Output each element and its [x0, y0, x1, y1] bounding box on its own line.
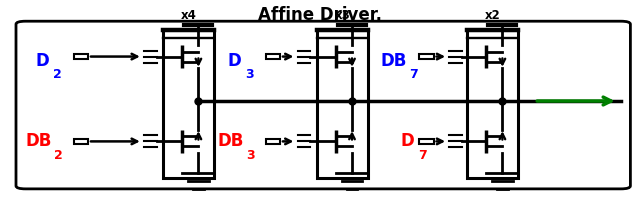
- Text: 3: 3: [246, 149, 254, 162]
- Text: Affine Driver.: Affine Driver.: [258, 6, 382, 24]
- Text: 3: 3: [245, 68, 253, 81]
- Text: DB: DB: [218, 132, 244, 150]
- Bar: [419, 139, 434, 144]
- Text: D: D: [400, 132, 413, 150]
- Bar: [419, 54, 434, 59]
- Text: D: D: [35, 52, 49, 70]
- Text: 2: 2: [54, 149, 63, 162]
- Text: 2: 2: [53, 68, 62, 81]
- Bar: [467, 30, 518, 178]
- Text: x3: x3: [335, 9, 350, 22]
- Text: x4: x4: [181, 9, 196, 22]
- Bar: [74, 139, 88, 144]
- Bar: [74, 54, 88, 59]
- Bar: [266, 54, 280, 59]
- Text: D: D: [227, 52, 241, 70]
- Bar: [163, 30, 214, 178]
- Text: x2: x2: [485, 9, 500, 22]
- Text: 7: 7: [418, 149, 427, 162]
- Text: DB: DB: [381, 52, 407, 70]
- Bar: [317, 30, 368, 178]
- FancyBboxPatch shape: [16, 21, 630, 189]
- Bar: [266, 139, 280, 144]
- Text: 7: 7: [409, 68, 418, 81]
- Text: DB: DB: [26, 132, 52, 150]
